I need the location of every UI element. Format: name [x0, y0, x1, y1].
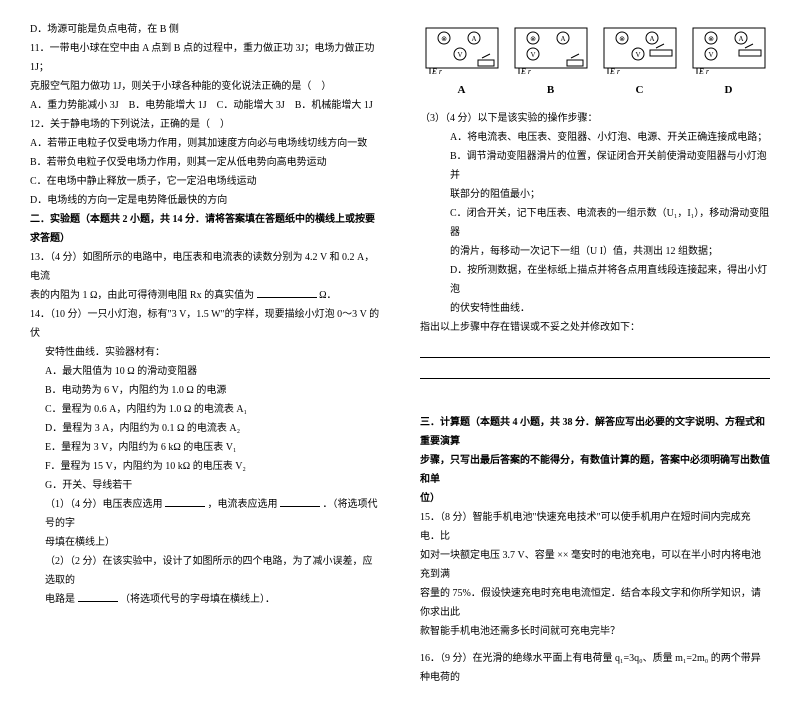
- svg-text:A: A: [560, 35, 565, 43]
- circuit-a: ⊗ A V E r A: [421, 24, 503, 101]
- q14-b: B．电动势为 6 V，内阻约为 1.0 Ω 的电源: [30, 381, 380, 400]
- q14-e: E．量程为 3 V，内阻约为 6 kΩ 的电压表 V₁: [30, 438, 380, 457]
- q11-options: A．重力势能减小 3J B．电势能增大 1J C．动能增大 3J B．机械能增大…: [30, 96, 380, 115]
- svg-text:⊗: ⊗: [530, 35, 536, 43]
- q14-3-d: D．按所测数据，在坐标纸上描点并将各点用直线段连接起来，得出小灯泡: [420, 261, 770, 299]
- section-3-b: 步骤，只写出最后答案的不能得分，有数值计算的题，答案中必须明确写出数值和单: [420, 451, 770, 489]
- q14-3: （3）（4 分）以下是该实验的操作步骤：: [420, 109, 770, 128]
- circuit-label-a: A: [421, 80, 503, 101]
- q12-a: A．若带正电粒子仅受电场力作用，则其加速度方向必与电场线切线方向一致: [30, 134, 380, 153]
- q14-1-blank2: [280, 497, 320, 507]
- svg-text:A: A: [738, 35, 743, 43]
- section-3-c: 位）: [420, 489, 770, 508]
- svg-text:V: V: [708, 51, 713, 59]
- q11-stem-2: 克服空气阻力做功 1J，则关于小球各种能的变化说法正确的是（ ）: [30, 77, 380, 96]
- q14-3-end: 指出以上步骤中存在错误或不妥之处并修改如下：: [420, 318, 770, 337]
- svg-text:E r: E r: [609, 67, 621, 76]
- svg-text:A: A: [649, 35, 654, 43]
- q14-3-a: A．将电流表、电压表、变阻器、小灯泡、电源、开关正确连接成电路；: [420, 128, 770, 147]
- q14-1-d: 母填在横线上）: [30, 533, 380, 552]
- q12-c: C．在电场中静止释放一质子，它一定沿电场线运动: [30, 172, 380, 191]
- circuit-diagram-row: ⊗ A V E r A ⊗ A V E r: [420, 24, 770, 101]
- q14-1-b: ，电流表应选用: [208, 499, 278, 510]
- q15-b: 如对一块额定电压 3.7 V、容量 ×× 毫安时的电池充电，可以在半小时内将电池…: [420, 546, 770, 584]
- circuit-c: ⊗ A V E r C: [599, 24, 681, 101]
- q14-1-blank1: [165, 497, 205, 507]
- q14-stem-2: 安特性曲线．实验器材有：: [30, 343, 380, 362]
- q14-3-c: C．闭合开关，记下电压表、电流表的一组示数（U₁，I₁），移动滑动变阻器: [420, 204, 770, 242]
- q14-1: （1）（4 分）电压表应选用 ，电流表应选用 ．（将选项代号的字: [30, 495, 380, 533]
- q13-stem: 13．（4 分）如图所示的电路中，电压表和电流表的读数分别为 4.2 V 和 0…: [30, 248, 380, 286]
- q12-stem: 12．关于静电场的下列说法，正确的是（ ）: [30, 115, 380, 134]
- svg-text:⊗: ⊗: [619, 35, 625, 43]
- left-column: D．场源可能是负点电荷，在 B 侧 11．一带电小球在空中由 A 点到 B 点的…: [30, 20, 380, 687]
- q12-b: B．若带负电粒子仅受电场力作用，则其一定从低电势向高电势运动: [30, 153, 380, 172]
- q14-2-a: （2）（2 分）在该实验中，设计了如图所示的四个电路，为了减小误差，应选取的: [30, 552, 380, 590]
- answer-line-1: [420, 343, 770, 358]
- q14-3-c2: 的滑片，每移动一次记下一组（U I）值，共测出 12 组数据；: [420, 242, 770, 261]
- spacer: [420, 385, 770, 413]
- q14-a: A．最大阻值为 10 Ω 的滑动变阻器: [30, 362, 380, 381]
- q14-3-b: B．调节滑动变阻器滑片的位置，保证闭合开关前使滑动变阻器与小灯泡并: [420, 147, 770, 185]
- svg-text:A: A: [471, 35, 476, 43]
- q14-1-a: （1）（4 分）电压表应选用: [45, 499, 163, 510]
- q14-2-b-line: 电路是 （将选项代号的字母填在横线上）．: [30, 590, 380, 609]
- svg-text:V: V: [635, 51, 640, 59]
- q16: 16．（9 分）在光滑的绝缘水平面上有电荷量 q₁=3q₀、质量 m₁=2m₀ …: [420, 649, 770, 687]
- q14-stem: 14．（10 分）一只小灯泡，标有"3 V，1.5 W"的字样，现要描绘小灯泡 …: [30, 305, 380, 343]
- circuit-b-svg: ⊗ A V E r: [511, 24, 591, 78]
- svg-text:E r: E r: [431, 67, 443, 76]
- q15-d: 款智能手机电池还需多长时间就可充电完毕？: [420, 622, 770, 641]
- q13-blank: [257, 288, 317, 298]
- circuit-label-d: D: [688, 80, 770, 101]
- q13-unit: Ω．: [319, 290, 336, 301]
- svg-text:E r: E r: [520, 67, 532, 76]
- q14-g: G．开关、导线若干: [30, 476, 380, 495]
- answer-line-2: [420, 364, 770, 379]
- circuit-b: ⊗ A V E r B: [510, 24, 592, 101]
- svg-text:⊗: ⊗: [708, 35, 714, 43]
- q14-3-d2: 的伏安特性曲线．: [420, 299, 770, 318]
- q12-d: D．电场线的方向一定是电势降低最快的方向: [30, 191, 380, 210]
- section-3-a: 三．计算题（本题共 4 小题，共 38 分．解答应写出必要的文字说明、方程式和重…: [420, 413, 770, 451]
- q11-stem: 11．一带电小球在空中由 A 点到 B 点的过程中，重力做正功 3J；电场力做正…: [30, 39, 380, 77]
- svg-text:⊗: ⊗: [441, 35, 447, 43]
- circuit-d-svg: ⊗ A V E r: [689, 24, 769, 78]
- q13-stem-2: 表的内阻为 1 Ω，由此可得待测电阻 Rx 的真实值为 Ω．: [30, 286, 380, 305]
- right-column: ⊗ A V E r A ⊗ A V E r: [420, 20, 770, 687]
- q15-c: 容量的 75%．假设快速充电时充电电流恒定．结合本段文字和你所学知识，请你求出此: [420, 584, 770, 622]
- circuit-label-c: C: [599, 80, 681, 101]
- circuit-d: ⊗ A V E r D: [688, 24, 770, 101]
- q14-d: D．量程为 3 A，内阻约为 0.1 Ω 的电流表 A₂: [30, 419, 380, 438]
- svg-text:E r: E r: [698, 67, 710, 76]
- circuit-c-svg: ⊗ A V E r: [600, 24, 680, 78]
- section-2-title: 二．实验题（本题共 2 小题，共 14 分．请将答案填在答题纸中的横线上或按要求…: [30, 210, 380, 248]
- svg-text:V: V: [530, 51, 535, 59]
- q14-2-b: 电路是: [45, 594, 75, 605]
- q15-a: 15．（8 分）智能手机电池"快速充电技术"可以使手机用户在短时间内完成充电．比: [420, 508, 770, 546]
- q14-c: C．量程为 0.6 A，内阻约为 1.0 Ω 的电流表 A₁: [30, 400, 380, 419]
- circuit-a-svg: ⊗ A V E r: [422, 24, 502, 78]
- circuit-label-b: B: [510, 80, 592, 101]
- q14-2-c: （将选项代号的字母填在横线上）．: [120, 594, 275, 605]
- q14-f: F．量程为 15 V，内阻约为 10 kΩ 的电压表 V₂: [30, 457, 380, 476]
- svg-text:V: V: [457, 51, 462, 59]
- q14-3-b2: 联部分的阻值最小；: [420, 185, 770, 204]
- opt-d: D．场源可能是负点电荷，在 B 侧: [30, 20, 380, 39]
- q14-2-blank: [78, 592, 118, 602]
- q13-text: 表的内阻为 1 Ω，由此可得待测电阻 Rx 的真实值为: [30, 290, 254, 301]
